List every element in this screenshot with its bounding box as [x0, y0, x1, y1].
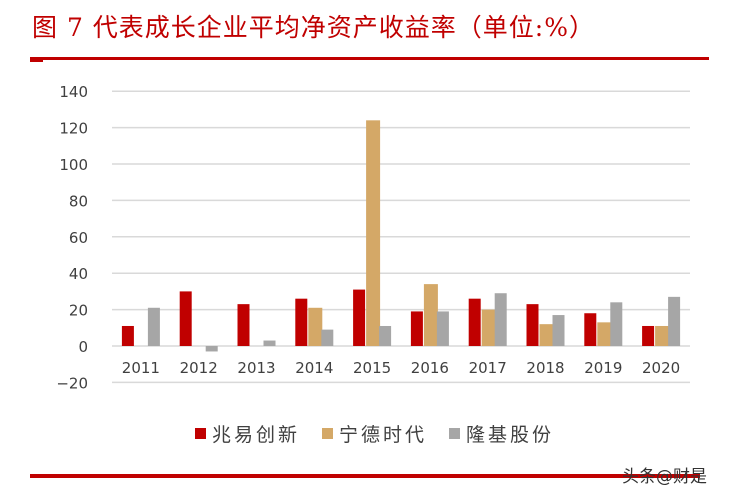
title-divider: [30, 57, 709, 60]
gridlines: [112, 90, 690, 384]
y-axis-ticks: 140 120 100 80 60 40 20 0 −20: [56, 83, 88, 392]
bar: [379, 325, 392, 346]
bar: [179, 291, 192, 346]
bar: [121, 325, 134, 346]
bar: [610, 302, 623, 346]
y-tick-label: 20: [69, 302, 88, 320]
legend-swatch-zhaoyi: [195, 428, 206, 439]
legend-label-catl: 宁德时代: [339, 424, 428, 446]
bar: [597, 322, 612, 346]
bar: [366, 120, 381, 346]
bar: [205, 346, 218, 352]
x-tick-label: 2015: [353, 359, 391, 377]
bar: [584, 313, 597, 346]
x-axis-ticks: 2011 2012 2013 2014 2015 2016 2017 2018 2019 2020: [122, 359, 680, 377]
y-tick-label: 120: [59, 120, 88, 138]
legend: 兆易创新 宁德时代 隆基股份: [195, 420, 554, 447]
x-tick-label: 2019: [584, 359, 622, 377]
bar: [353, 289, 366, 346]
bar: [494, 293, 507, 346]
bar: [526, 304, 539, 346]
bar: [655, 325, 670, 346]
bar: [308, 307, 323, 346]
y-tick-label: 100: [59, 156, 88, 174]
x-tick-label: 2020: [642, 359, 680, 377]
x-tick-label: 2018: [526, 359, 564, 377]
y-tick-label: 80: [69, 192, 88, 210]
bar: [539, 324, 554, 346]
x-tick-label: 2011: [122, 359, 160, 377]
y-tick-label: 40: [69, 265, 88, 283]
legend-item-longi: 隆基股份: [449, 420, 554, 447]
x-tick-label: 2014: [295, 359, 333, 377]
title-divider-accent: [30, 57, 43, 62]
bar-series: [121, 120, 681, 352]
bar: [552, 315, 565, 346]
bar: [237, 304, 250, 346]
bar: [410, 311, 423, 346]
legend-item-zhaoyi: 兆易创新: [195, 420, 300, 447]
legend-swatch-longi: [449, 428, 461, 439]
legend-label-longi: 隆基股份: [466, 424, 555, 446]
legend-swatch-catl: [322, 428, 334, 439]
y-tick-label: 60: [69, 229, 88, 247]
y-tick-label: −20: [56, 374, 88, 392]
watermark: 头条@财是: [622, 467, 707, 487]
footer-divider: [30, 474, 700, 478]
x-tick-label: 2013: [237, 359, 275, 377]
bar: [321, 329, 334, 346]
y-tick-label: 0: [78, 338, 88, 356]
legend-label-zhaoyi: 兆易创新: [212, 424, 301, 446]
x-tick-label: 2012: [180, 359, 218, 377]
chart-title: 图 7 代表成长企业平均净资产收益率（单位:%）: [32, 13, 595, 42]
bar: [147, 307, 160, 346]
x-tick-label: 2017: [469, 359, 507, 377]
bar: [481, 309, 496, 346]
bar: [436, 311, 449, 346]
y-tick-label: 140: [59, 83, 88, 101]
x-tick-label: 2016: [411, 359, 449, 377]
legend-item-catl: 宁德时代: [322, 420, 427, 447]
bar: [423, 284, 438, 346]
bar: [263, 340, 276, 346]
bar: [668, 296, 681, 346]
bar: [468, 298, 481, 346]
bar: [295, 298, 308, 346]
bar: [642, 325, 655, 346]
